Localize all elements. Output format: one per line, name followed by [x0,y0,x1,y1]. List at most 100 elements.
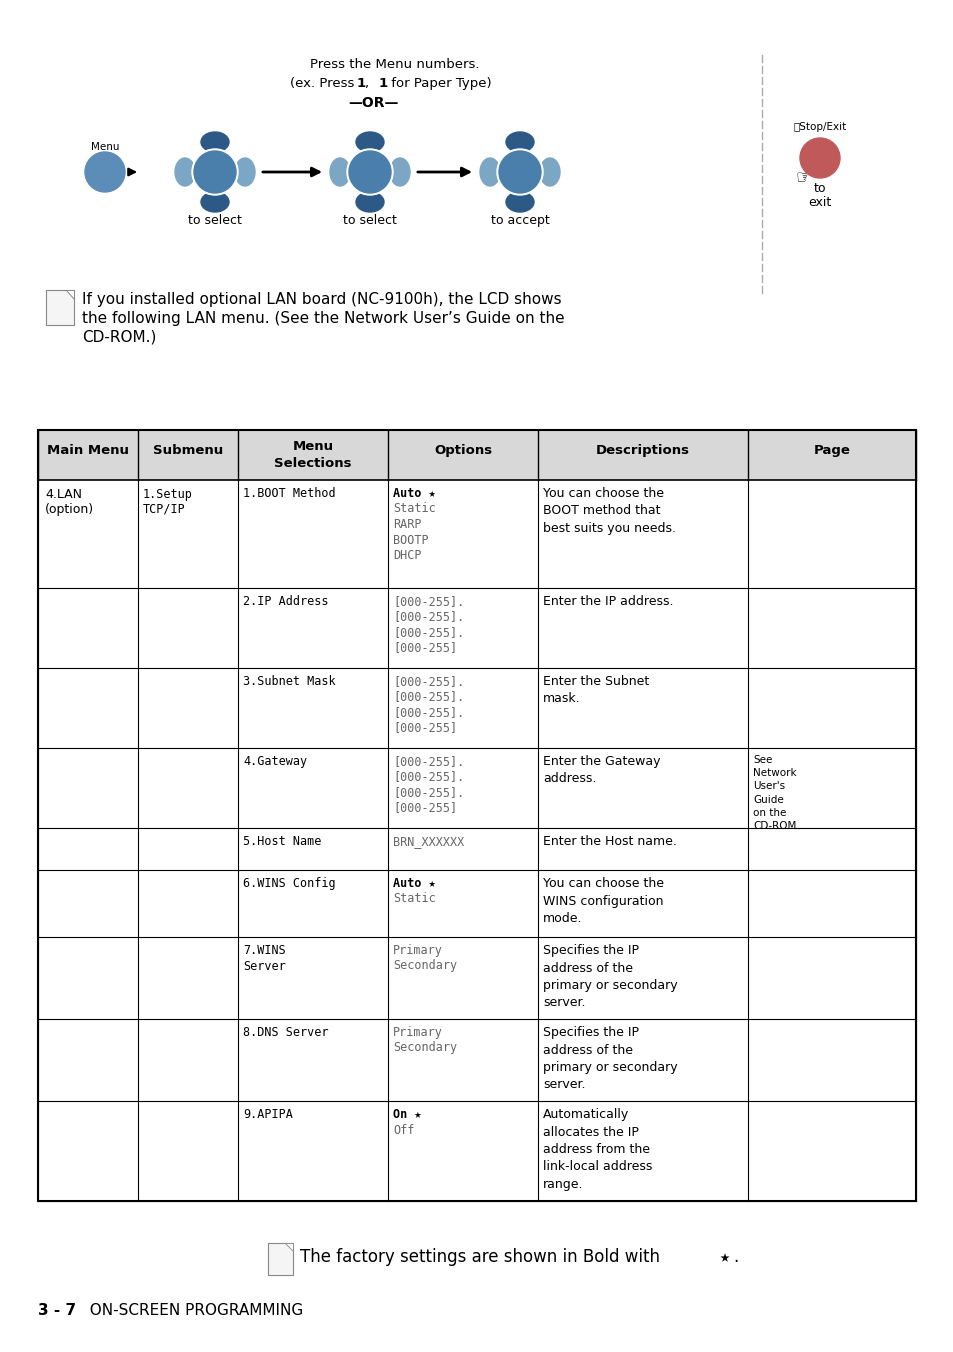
Text: TCP/IP: TCP/IP [143,503,186,516]
Text: 2.IP Address: 2.IP Address [243,595,328,608]
Text: If you installed optional LAN board (NC-9100h), the LCD shows: If you installed optional LAN board (NC-… [82,292,561,307]
Text: Auto ★: Auto ★ [393,877,436,890]
Text: 4.LAN: 4.LAN [45,488,82,502]
Circle shape [800,138,840,178]
Text: Static: Static [393,503,436,515]
Text: Set: Set [358,166,381,178]
Text: On ★: On ★ [393,1109,421,1121]
Text: Off: Off [393,1124,414,1137]
Text: You can choose the
WINS configuration
mode.: You can choose the WINS configuration mo… [542,877,663,925]
Text: You can choose the
BOOT method that
best suits you needs.: You can choose the BOOT method that best… [542,487,676,535]
Bar [38,937,915,1019]
Ellipse shape [539,158,559,187]
Text: 8.DNS Server: 8.DNS Server [243,1026,328,1038]
Text: Options: Options [434,443,492,457]
Text: CD-ROM.): CD-ROM.) [82,330,156,345]
Text: Menu: Menu [91,142,119,151]
Text: RARP: RARP [393,518,421,531]
Text: —OR—: —OR— [348,96,398,110]
Text: .: . [732,1248,738,1265]
Text: v: v [213,197,217,206]
Text: [000-255]: [000-255] [393,802,456,814]
Bar [38,430,915,1201]
Text: Primary: Primary [393,1026,442,1038]
Bar [38,1101,915,1201]
Text: Auto ★: Auto ★ [393,487,436,500]
Bar [38,748,915,827]
Ellipse shape [174,158,194,187]
Text: >: > [242,168,248,176]
Text: ☞: ☞ [794,168,810,187]
Text: ★: ★ [720,1248,729,1265]
Text: ^: ^ [212,137,218,145]
Text: 1.Setup: 1.Setup [143,488,193,502]
Text: Primary: Primary [393,944,442,957]
Ellipse shape [330,158,350,187]
Ellipse shape [505,132,534,151]
Bar [268,1242,293,1275]
Text: Set: Set [203,166,227,178]
Circle shape [498,151,540,193]
Ellipse shape [355,192,384,212]
Text: ON-SCREEN PROGRAMMING: ON-SCREEN PROGRAMMING [80,1303,303,1318]
Polygon shape [66,289,74,299]
Text: >: > [396,168,403,176]
Ellipse shape [355,132,384,151]
Text: Submenu: Submenu [152,443,223,457]
Text: [000-255].: [000-255]. [393,691,464,703]
Text: Selections: Selections [274,457,352,470]
Circle shape [193,151,235,193]
Text: ^: ^ [366,137,373,145]
Text: Automatically
allocates the IP
address from the
link-local address
range.: Automatically allocates the IP address f… [542,1109,652,1191]
Text: Enter the IP address.: Enter the IP address. [542,595,673,608]
Text: Secondary: Secondary [393,1041,456,1055]
Text: Menu: Menu [293,439,334,453]
Text: ☟: ☟ [361,191,373,208]
Text: to: to [813,183,825,195]
Bar [38,827,915,869]
Text: <: < [333,168,338,176]
Circle shape [497,149,542,195]
Text: exit: exit [807,196,831,210]
Text: Specifies the IP
address of the
primary or secondary
server.: Specifies the IP address of the primary … [542,1026,677,1091]
Text: v: v [517,197,521,206]
Text: 1.BOOT Method: 1.BOOT Method [243,487,335,500]
Circle shape [85,151,125,192]
Text: to accept: to accept [490,214,549,227]
Text: 1: 1 [378,77,388,91]
Text: <: < [482,168,489,176]
Circle shape [349,151,391,193]
Text: for Paper Type): for Paper Type) [387,77,491,91]
Text: Set: Set [508,166,531,178]
Text: 4.Gateway: 4.Gateway [243,754,307,768]
Bar [38,1019,915,1101]
Bar [38,668,915,748]
Text: [000-255].: [000-255]. [393,754,464,768]
Text: See
Network
User's
Guide
on the
CD-ROM.: See Network User's Guide on the CD-ROM. [752,754,799,831]
Bar [38,430,915,480]
Bar [46,289,74,324]
Text: Enter the Host name.: Enter the Host name. [542,836,677,848]
Text: (option): (option) [45,503,94,516]
Text: Main Menu: Main Menu [47,443,129,457]
Text: [000-255].: [000-255]. [393,706,464,719]
Circle shape [192,149,237,195]
Text: [000-255].: [000-255]. [393,595,464,608]
Text: ☞: ☞ [99,189,112,204]
Ellipse shape [234,158,254,187]
Text: [000-255]: [000-255] [393,641,456,654]
Text: Enter the Gateway
address.: Enter the Gateway address. [542,754,659,786]
Text: >: > [546,168,553,176]
Text: v: v [367,197,372,206]
Polygon shape [285,1242,293,1251]
Text: 5.Host Name: 5.Host Name [243,836,321,848]
Text: Page: Page [813,443,849,457]
Text: Descriptions: Descriptions [596,443,689,457]
Bar [38,480,915,588]
Bar [38,588,915,668]
Text: [000-255].: [000-255]. [393,786,464,799]
Text: [000-255]: [000-255] [393,722,456,734]
Text: 3 - 7: 3 - 7 [38,1303,76,1318]
Text: ☟: ☟ [207,192,218,210]
Text: to select: to select [343,214,396,227]
